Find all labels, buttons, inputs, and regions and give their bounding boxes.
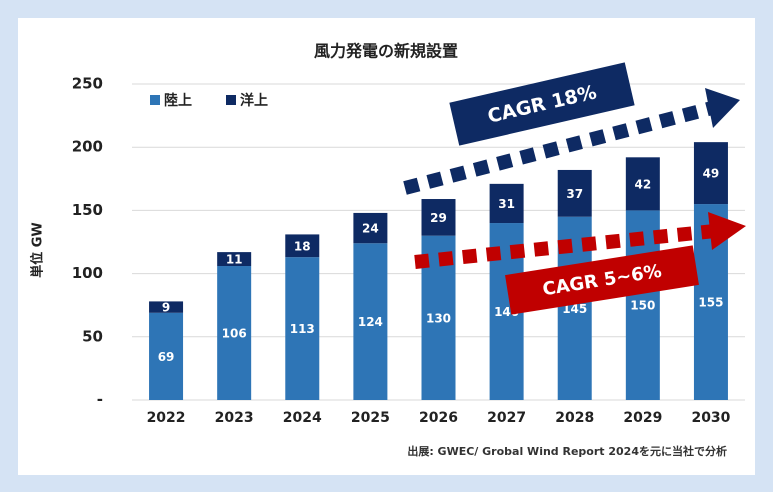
legend-swatch <box>226 95 236 105</box>
y-tick-label: - <box>97 391 103 409</box>
bar-segment <box>625 157 660 211</box>
value-label: 150 <box>630 299 655 313</box>
value-label: 18 <box>294 239 311 253</box>
value-label: 130 <box>426 311 451 325</box>
y-tick-label: 100 <box>72 264 103 282</box>
y-tick-label: 250 <box>72 75 103 93</box>
bar-segment <box>285 257 320 400</box>
x-tick-label: 2022 <box>147 410 186 426</box>
value-label: 124 <box>358 315 383 329</box>
source: 出展: GWEC/ Grobal Wind Report 2024を元に当社で分… <box>407 444 727 458</box>
dotted-arrow <box>414 224 716 269</box>
value-label: 113 <box>290 322 315 336</box>
legend-label: 陸上 <box>164 92 192 109</box>
y-tick-label: 200 <box>72 138 103 156</box>
bar-segment <box>421 199 456 236</box>
arrow-head <box>705 88 740 128</box>
value-label: 11 <box>226 253 243 267</box>
dotted-arrow <box>403 101 714 195</box>
value-label: 29 <box>430 211 447 225</box>
cagr-box: CAGR 5~6% <box>505 245 699 315</box>
value-label: 9 <box>162 301 170 315</box>
arrow-56: CAGR 5~6% <box>414 212 746 315</box>
value-label: 155 <box>698 296 723 310</box>
x-tick-label: 2026 <box>419 410 458 426</box>
y-axis-label: 単位 GW <box>30 222 46 278</box>
bar-segment <box>557 169 592 217</box>
bar-segment <box>353 243 388 400</box>
bar-segment <box>217 252 252 267</box>
cagr-box-bg <box>505 245 699 315</box>
arrow-head <box>708 212 746 250</box>
value-label: 69 <box>158 350 175 364</box>
bar-segment <box>217 266 252 400</box>
bar-segment <box>149 312 184 400</box>
chart-title: 風力発電の新規設置 <box>314 42 458 61</box>
value-label: 37 <box>566 187 583 201</box>
value-label: 49 <box>703 167 720 181</box>
cagr-box-bg <box>449 62 635 146</box>
bar-segment <box>285 234 320 258</box>
value-label: 42 <box>634 177 651 191</box>
x-tick-label: 2029 <box>623 410 662 426</box>
bar-segment <box>489 183 524 224</box>
bar-segment <box>693 142 728 205</box>
x-tick-label: 2030 <box>691 410 730 426</box>
x-tick-label: 2024 <box>283 410 322 426</box>
value-label: 31 <box>498 197 515 211</box>
x-tick-label: 2028 <box>555 410 594 426</box>
x-tick-label: 2023 <box>215 410 254 426</box>
value-label: 106 <box>222 327 247 341</box>
legend-label: 洋上 <box>240 92 268 109</box>
value-label: 24 <box>362 222 379 236</box>
bar-segment <box>353 212 388 244</box>
y-tick-label: 50 <box>82 327 103 345</box>
bar-segment <box>149 301 184 313</box>
y-tick-label: 150 <box>72 201 103 219</box>
x-tick-label: 2025 <box>351 410 390 426</box>
legend-swatch <box>150 95 160 105</box>
x-tick-label: 2027 <box>487 410 526 426</box>
